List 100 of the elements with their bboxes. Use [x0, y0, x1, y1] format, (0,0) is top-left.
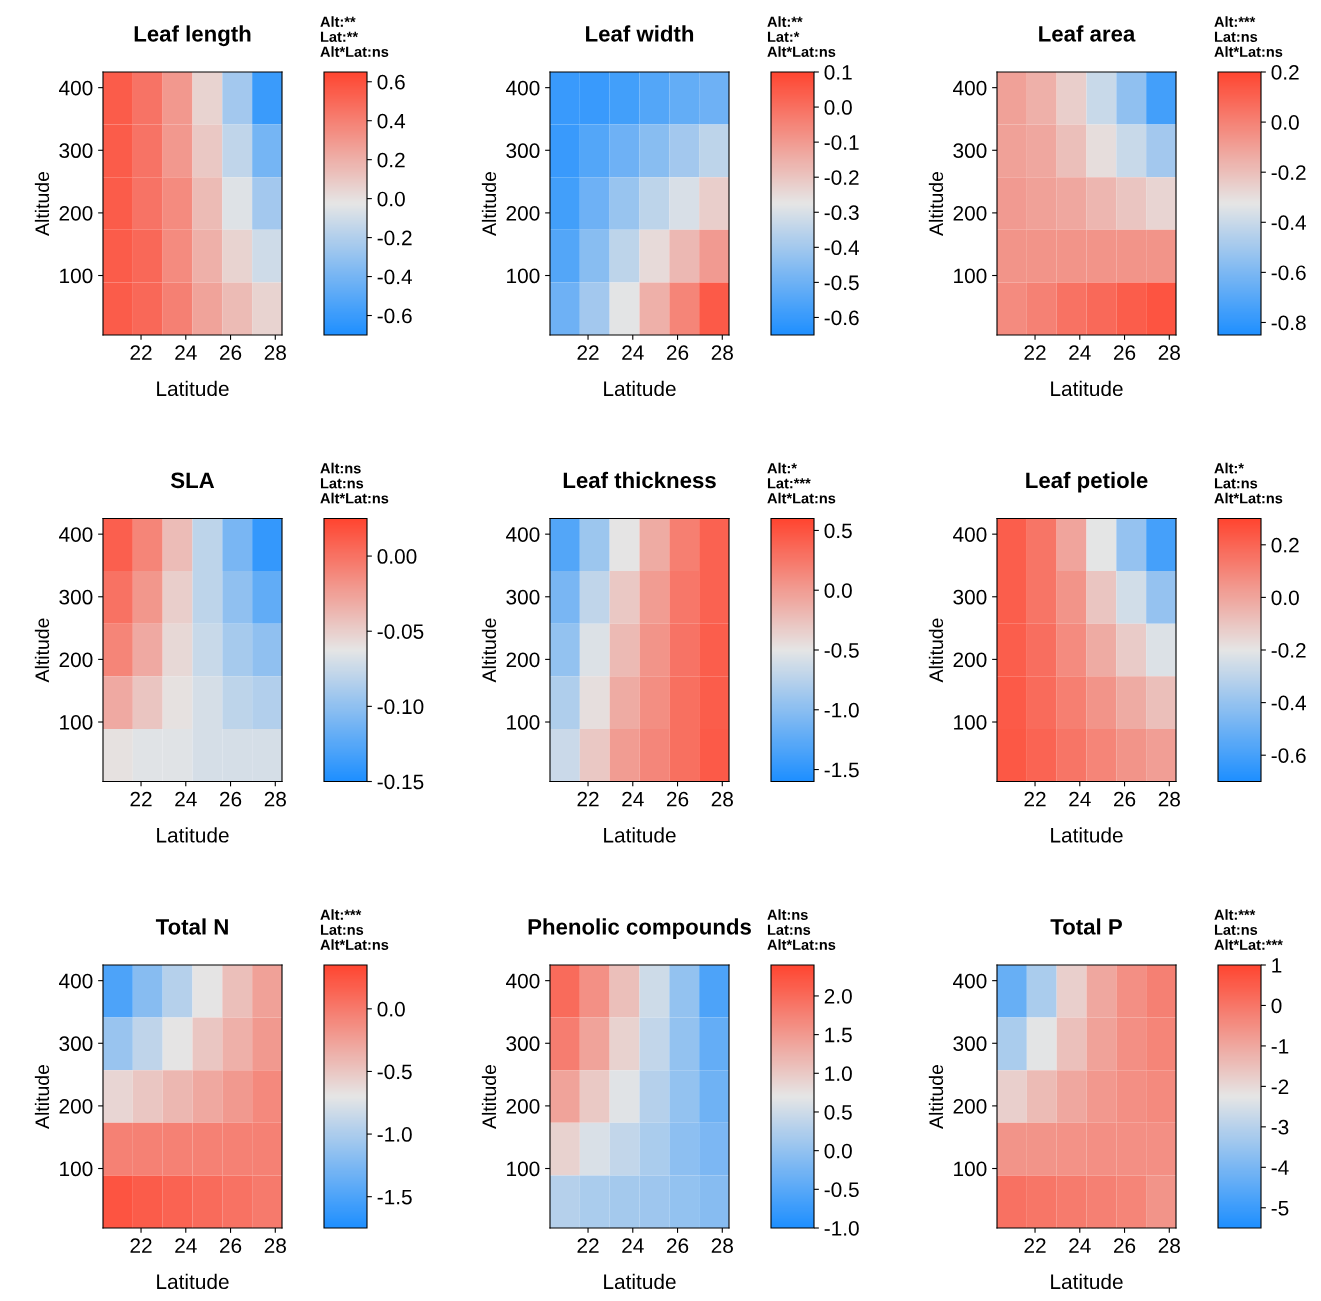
y-tick-label: 400 — [953, 973, 987, 989]
y-tick-label: 200 — [59, 205, 93, 221]
x-tick-label: 24 — [175, 791, 197, 807]
y-tick-label: 100 — [60, 715, 93, 730]
text: Lat:ns — [1214, 31, 1258, 42]
y-tick-label: 100 — [954, 1161, 987, 1177]
x-tick-label: 24 — [1069, 1238, 1091, 1253]
text: Alt:* — [767, 462, 797, 474]
color-bar-label: -0.2 — [1271, 165, 1306, 180]
x-tick-label: 28 — [711, 1238, 733, 1254]
color-bar-label: 0.5 — [824, 1104, 852, 1120]
y-tick-label: 400 — [953, 80, 987, 96]
y-tick-label: 300 — [506, 1036, 540, 1052]
text: Lat:ns — [767, 924, 811, 935]
y-tick-label: 100 — [60, 268, 93, 284]
chart-title: Leaf length — [134, 25, 251, 47]
color-bar-label: -0.5 — [377, 1064, 412, 1080]
y-tick-label: 400 — [59, 973, 93, 989]
text: Lat:ns — [1214, 478, 1258, 489]
y-axis-title: Altitude — [481, 1064, 497, 1129]
y-axis-title: Altitude — [34, 618, 50, 683]
y-tick-label: 200 — [59, 1098, 93, 1114]
text: Lat:** — [320, 31, 359, 42]
color-bar-label: -0.05 — [377, 624, 424, 639]
text: Lat:ns — [320, 924, 364, 935]
color-bar-label: -0.15 — [377, 774, 424, 790]
color-bar-label: -1 — [1271, 1039, 1289, 1054]
color-bar-label: 0.00 — [377, 549, 417, 564]
color-bar-label: -0.2 — [1271, 643, 1306, 658]
color-bar-label: -2 — [1271, 1079, 1289, 1094]
x-tick-label: 24 — [622, 345, 644, 360]
y-tick-label: 400 — [506, 80, 540, 96]
y-tick-label: 200 — [953, 205, 987, 221]
y-tick-label: 100 — [954, 268, 987, 284]
color-bar-label: -1.5 — [377, 1189, 412, 1205]
y-axis-title: Altitude — [928, 171, 944, 236]
text: Alt*Lat:ns — [320, 46, 389, 57]
y-axis-title: Altitude — [481, 618, 497, 683]
x-tick-label: 28 — [1158, 345, 1180, 361]
color-bar-label: 0.1 — [824, 65, 852, 80]
y-tick-label: 300 — [59, 1036, 93, 1052]
text: Lat:*** — [767, 478, 811, 489]
y-tick-label: 200 — [59, 652, 93, 668]
color-bar-label: -0.1 — [824, 135, 859, 150]
text: Alt:*** — [1214, 16, 1256, 27]
x-tick-label: 22 — [1024, 345, 1046, 360]
y-axis-title: Altitude — [481, 171, 497, 236]
y-tick-label: 400 — [506, 973, 540, 989]
x-tick-label: 22 — [130, 345, 152, 360]
color-bar-label: 0.4 — [377, 113, 406, 129]
text: Alt:*** — [1214, 909, 1256, 920]
x-tick-label: 28 — [264, 1238, 286, 1254]
y-tick-label: 300 — [953, 143, 987, 159]
text: Alt:* — [1214, 462, 1244, 474]
color-bar-label: -1.0 — [377, 1127, 412, 1142]
color-bar-label: -0.6 — [824, 310, 859, 326]
color-bar-label: 0.2 — [1271, 65, 1299, 80]
x-tick-label: 26 — [1114, 791, 1136, 807]
text: Lat:ns — [1214, 924, 1258, 935]
y-tick-label: 400 — [59, 80, 93, 96]
color-bar-label: -0.6 — [1271, 748, 1306, 763]
text: Alt:** — [320, 16, 356, 27]
color-bar-label: -5 — [1271, 1200, 1289, 1216]
y-tick-label: 300 — [59, 589, 93, 605]
chart-title: Leaf petiole — [1026, 471, 1148, 493]
color-bar-label: 0 — [1271, 998, 1282, 1014]
x-axis-title: Latitude — [604, 380, 676, 397]
text: Alt*Lat:ns — [320, 939, 389, 950]
color-bar-label: -0.6 — [377, 308, 412, 324]
text: Alt*Lat:ns — [767, 939, 836, 950]
color-bar-label: -3 — [1271, 1119, 1289, 1135]
x-tick-label: 22 — [1024, 791, 1046, 807]
color-bar-label: -0.4 — [377, 269, 413, 285]
color-bar-label: 0.0 — [377, 1001, 405, 1017]
x-tick-label: 28 — [711, 791, 733, 807]
y-tick-label: 300 — [953, 589, 987, 605]
x-tick-label: 26 — [667, 345, 689, 361]
color-bar-label: 0.0 — [1271, 115, 1299, 130]
text: Lat:ns — [320, 478, 364, 489]
color-bar-label: 0.0 — [824, 100, 852, 115]
x-axis-title: Latitude — [1051, 827, 1123, 843]
x-tick-label: 26 — [220, 791, 242, 807]
x-tick-label: 28 — [264, 345, 286, 361]
y-tick-label: 100 — [507, 1161, 540, 1177]
color-bar-label: 1.5 — [825, 1027, 852, 1043]
color-bar-label: 1.0 — [825, 1066, 852, 1082]
chart-title: SLA — [170, 472, 215, 489]
x-tick-label: 22 — [577, 1238, 599, 1253]
x-tick-label: 28 — [1158, 791, 1180, 807]
x-tick-label: 24 — [622, 1238, 644, 1253]
x-tick-label: 24 — [1069, 791, 1091, 807]
chart-title: Total N — [155, 918, 228, 935]
y-tick-label: 300 — [953, 1036, 987, 1052]
y-tick-label: 300 — [506, 143, 540, 159]
chart-title: Leaf width — [586, 25, 694, 42]
x-tick-label: 26 — [220, 1238, 242, 1254]
color-bar-label: -0.4 — [824, 240, 860, 256]
text: Alt*Lat:ns — [1214, 492, 1283, 504]
y-tick-label: 100 — [954, 715, 987, 730]
x-axis-title: Latitude — [157, 1273, 229, 1290]
